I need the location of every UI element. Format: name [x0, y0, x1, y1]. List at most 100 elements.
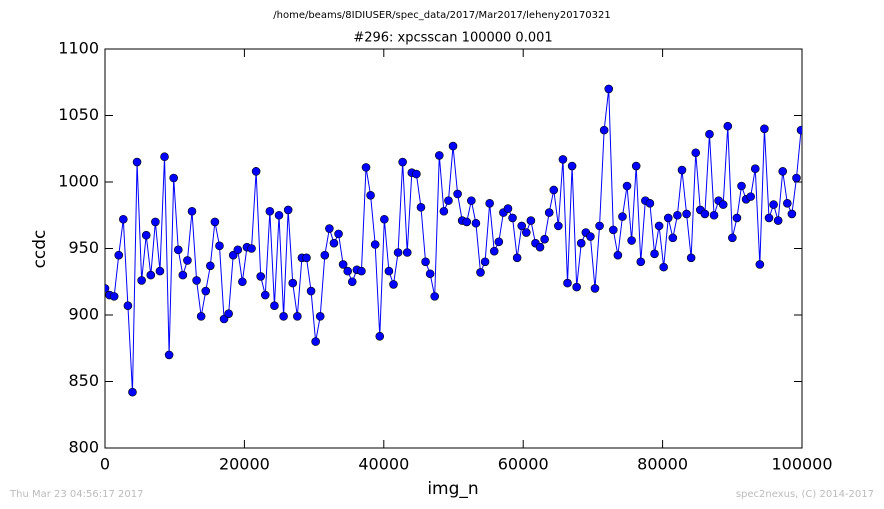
data-point — [270, 301, 279, 310]
data-point — [567, 161, 577, 171]
data-point — [709, 210, 719, 220]
data-point — [783, 198, 792, 208]
data-point — [558, 155, 568, 164]
data-point — [512, 253, 522, 263]
data-point — [334, 229, 343, 239]
data-point — [155, 266, 165, 276]
data-point — [283, 205, 293, 215]
data-point — [302, 253, 311, 263]
data-point — [357, 266, 366, 276]
data-point — [755, 260, 765, 269]
data-point — [563, 278, 572, 288]
data-point — [137, 276, 146, 285]
data-point — [586, 232, 595, 241]
data-point — [572, 282, 581, 292]
data-point — [233, 245, 243, 255]
data-point — [723, 121, 733, 131]
x-tick-label: 40000 — [358, 455, 409, 474]
data-point — [599, 125, 609, 135]
y-tick-label: 1000 — [58, 172, 99, 191]
data-point — [682, 209, 691, 219]
data-point — [540, 234, 549, 244]
data-point — [773, 216, 783, 225]
data-point — [778, 167, 788, 176]
suptitle: /home/beams/8IDIUSER/spec_data/2017/Mar2… — [273, 10, 610, 21]
data-point — [576, 238, 586, 248]
data-point — [439, 206, 449, 216]
y-tick-label: 1100 — [58, 39, 99, 58]
data-point — [260, 290, 270, 300]
data-point — [476, 268, 485, 277]
data-point — [609, 225, 618, 235]
data-point — [173, 245, 183, 255]
x-tick-label: 20000 — [219, 455, 270, 474]
data-point — [645, 198, 655, 208]
data-point — [636, 257, 646, 267]
data-point — [210, 217, 220, 227]
data-point — [792, 173, 801, 183]
data-point — [526, 216, 536, 225]
data-point — [169, 173, 178, 183]
data-point — [654, 221, 664, 231]
data-point — [416, 202, 426, 212]
data-point — [425, 269, 435, 279]
data-point — [618, 212, 627, 221]
x-tick-label: 60000 — [498, 455, 549, 474]
data-point — [114, 250, 124, 260]
data-point — [164, 350, 174, 360]
x-tick-label: 0 — [100, 455, 110, 474]
y-tick-label: 800 — [68, 438, 99, 457]
data-point — [393, 248, 403, 257]
data-point — [343, 266, 353, 276]
data-point — [160, 152, 169, 162]
data-point — [201, 286, 211, 296]
data-point — [471, 218, 481, 228]
data-point — [366, 191, 375, 200]
data-point — [256, 272, 265, 281]
data-point — [146, 270, 156, 280]
plot-frame — [104, 48, 803, 449]
data-point — [306, 286, 316, 296]
data-point — [338, 260, 348, 269]
data-point — [192, 276, 201, 285]
data-point — [503, 204, 513, 213]
data-point — [462, 217, 472, 227]
x-tick-label: 80000 — [637, 455, 688, 474]
data-point — [787, 209, 797, 219]
data-point — [448, 141, 458, 151]
data-point — [627, 236, 636, 245]
data-point — [288, 278, 298, 288]
data-point — [119, 214, 128, 224]
data-point — [764, 213, 774, 223]
data-point — [718, 200, 728, 209]
data-point — [489, 246, 499, 256]
data-point — [215, 241, 224, 251]
data-point — [151, 217, 160, 227]
plot-area — [105, 84, 802, 397]
data-point — [375, 331, 385, 341]
data-point — [535, 242, 545, 252]
data-point — [549, 185, 559, 195]
data-point — [183, 256, 192, 265]
data-line — [105, 88, 802, 393]
data-point — [760, 124, 769, 134]
y-tick-label: 850 — [68, 371, 99, 390]
data-point — [444, 196, 453, 205]
data-point — [728, 233, 737, 243]
data-point — [622, 181, 632, 191]
data-point — [178, 270, 188, 280]
data-point — [421, 257, 430, 267]
data-point — [430, 292, 440, 301]
data-point — [196, 312, 206, 321]
data-point — [595, 221, 604, 231]
data-point — [389, 280, 398, 289]
data-point — [412, 169, 421, 179]
data-point — [691, 148, 701, 158]
data-point — [105, 284, 110, 293]
data-point — [132, 157, 142, 167]
data-point — [325, 224, 334, 233]
data-point — [732, 213, 742, 223]
data-point — [517, 221, 527, 231]
data-point — [279, 312, 288, 321]
